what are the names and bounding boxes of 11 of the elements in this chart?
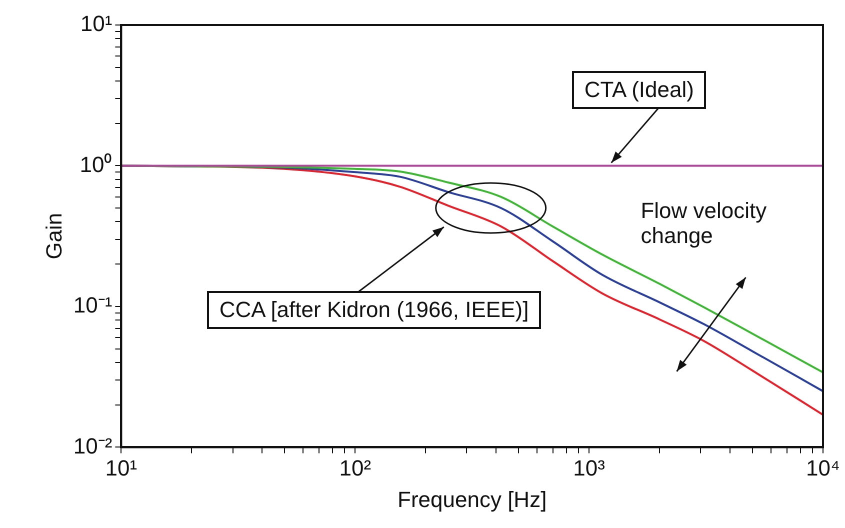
x-tick-label: 10³ [573, 455, 605, 480]
y-tick-label: 10⁰ [80, 152, 112, 177]
y-axis-title: Gain [41, 212, 66, 260]
annotation: CTA (Ideal) [572, 71, 706, 109]
x-axis-title: Frequency [Hz] [398, 486, 547, 512]
x-tick-label: 10⁴ [806, 455, 840, 480]
y-tick-label: 10¹ [80, 11, 112, 36]
x-tick-label: 10² [339, 455, 372, 480]
annotation: CCA [after Kidron (1966, IEEE)] [207, 291, 541, 329]
annotation: Flow velocity change [640, 198, 768, 249]
y-tick-label: 10⁻¹ [73, 292, 112, 318]
